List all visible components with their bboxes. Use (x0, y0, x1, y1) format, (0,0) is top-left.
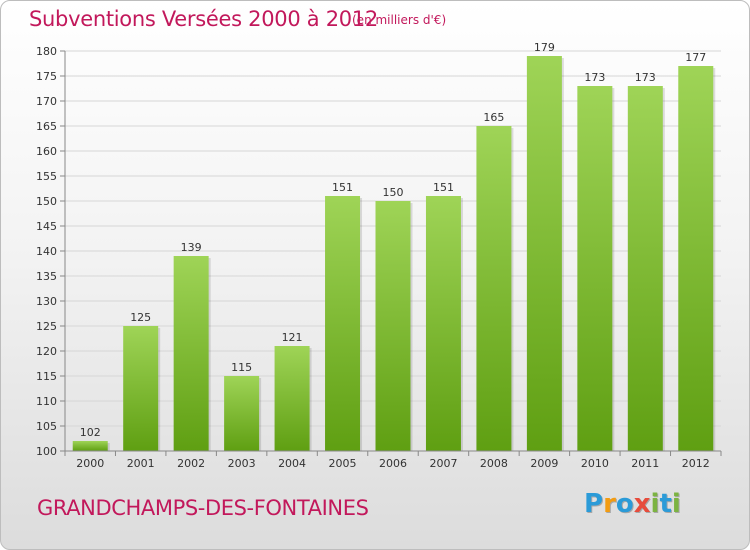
y-tick-label: 160 (36, 145, 57, 158)
x-tick-label-2002: 2002 (177, 457, 205, 470)
labels: 100 105 110 115 120 125 130 135 140 145 150 155 160 1… (36, 41, 710, 470)
bar-2011 (627, 86, 663, 451)
proxiti-logo: Proxiti (584, 489, 681, 519)
bar-2007 (425, 196, 461, 451)
logo-letter: i (671, 489, 681, 519)
logo-letter: P (584, 489, 604, 519)
bar-2001 (123, 326, 159, 451)
y-tick-label: 105 (36, 420, 57, 433)
logo-letter: t (659, 489, 672, 519)
data-label-2000: 102 (80, 426, 101, 439)
bar-2004 (274, 346, 310, 451)
bars (72, 56, 716, 451)
data-label-2005: 151 (332, 181, 353, 194)
data-label-2004: 121 (282, 331, 303, 344)
y-tick-label: 140 (36, 245, 57, 258)
bar-2008 (476, 126, 512, 451)
x-tick-label-2000: 2000 (76, 457, 104, 470)
y-tick-label: 130 (36, 295, 57, 308)
data-label-2009: 179 (534, 41, 555, 54)
data-label-2006: 150 (383, 186, 404, 199)
y-tick-label: 115 (36, 370, 57, 383)
x-tick-label-2008: 2008 (480, 457, 508, 470)
x-tick-label-2004: 2004 (278, 457, 306, 470)
y-tick-label: 175 (36, 70, 57, 83)
logo-letter: x (633, 489, 651, 519)
data-label-2007: 151 (433, 181, 454, 194)
bar-2000 (72, 441, 108, 451)
x-tick-label-2001: 2001 (127, 457, 155, 470)
bar-2005 (325, 196, 361, 451)
y-tick-label: 170 (36, 95, 57, 108)
x-tick-label-2012: 2012 (682, 457, 710, 470)
bar-2003 (224, 376, 260, 451)
bar-2009 (526, 56, 562, 451)
x-tick-label-2007: 2007 (429, 457, 457, 470)
x-tick-label-2003: 2003 (228, 457, 256, 470)
y-tick-label: 135 (36, 270, 57, 283)
bar-chart: 100 105 110 115 120 125 130 135 140 145 150 155 160 1… (36, 41, 722, 470)
x-tick-label-2005: 2005 (329, 457, 357, 470)
data-label-2008: 165 (483, 111, 504, 124)
logo-letter: r (603, 489, 616, 519)
y-tick-label: 165 (36, 120, 57, 133)
logo-letter: o (615, 489, 634, 519)
y-tick-label: 100 (36, 445, 57, 458)
bar-2002 (173, 256, 209, 451)
data-label-2002: 139 (181, 241, 202, 254)
bar-2012 (678, 66, 714, 451)
data-label-2012: 177 (685, 51, 706, 64)
data-label-2010: 173 (584, 71, 605, 84)
x-tick-label-2009: 2009 (530, 457, 558, 470)
data-label-2011: 173 (635, 71, 656, 84)
data-label-2003: 115 (231, 361, 252, 374)
axes (60, 50, 722, 456)
x-tick-label-2006: 2006 (379, 457, 407, 470)
y-tick-label: 150 (36, 195, 57, 208)
y-tick-label: 180 (36, 45, 57, 58)
commune-name: GRANDCHAMPS-DES-FONTAINES (37, 496, 369, 520)
y-tick-label: 145 (36, 220, 57, 233)
logo-letter: i (650, 489, 660, 519)
y-tick-label: 120 (36, 345, 57, 358)
x-tick-label-2010: 2010 (581, 457, 609, 470)
y-tick-label: 155 (36, 170, 57, 183)
unit-label: (en milliers d'€) (352, 13, 447, 27)
chart-title: Subventions Versées 2000 à 2012 (29, 7, 378, 31)
data-label-2001: 125 (130, 311, 151, 324)
bar-2006 (375, 201, 411, 451)
bar-2010 (577, 86, 613, 451)
x-tick-label-2011: 2011 (631, 457, 659, 470)
y-tick-label: 110 (36, 395, 57, 408)
y-tick-label: 125 (36, 320, 57, 333)
